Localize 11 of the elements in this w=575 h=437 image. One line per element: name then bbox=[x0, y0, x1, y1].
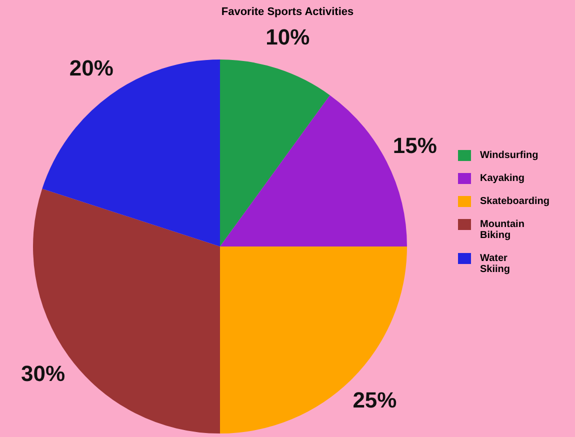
legend-label: Windsurfing bbox=[480, 150, 540, 161]
legend-label: Kayaking bbox=[480, 173, 526, 184]
data-label: 10% bbox=[266, 24, 310, 50]
data-label: 15% bbox=[392, 133, 437, 158]
legend-label: Water Skiing bbox=[480, 253, 512, 275]
legend-label: Skateboarding bbox=[480, 196, 550, 207]
data-label: 30% bbox=[20, 361, 66, 386]
data-label: 20% bbox=[69, 56, 114, 81]
legend-label: Mountain Biking bbox=[480, 219, 526, 241]
chart-title: Favorite Sports Activities bbox=[220, 6, 355, 18]
data-label: 25% bbox=[352, 387, 397, 412]
